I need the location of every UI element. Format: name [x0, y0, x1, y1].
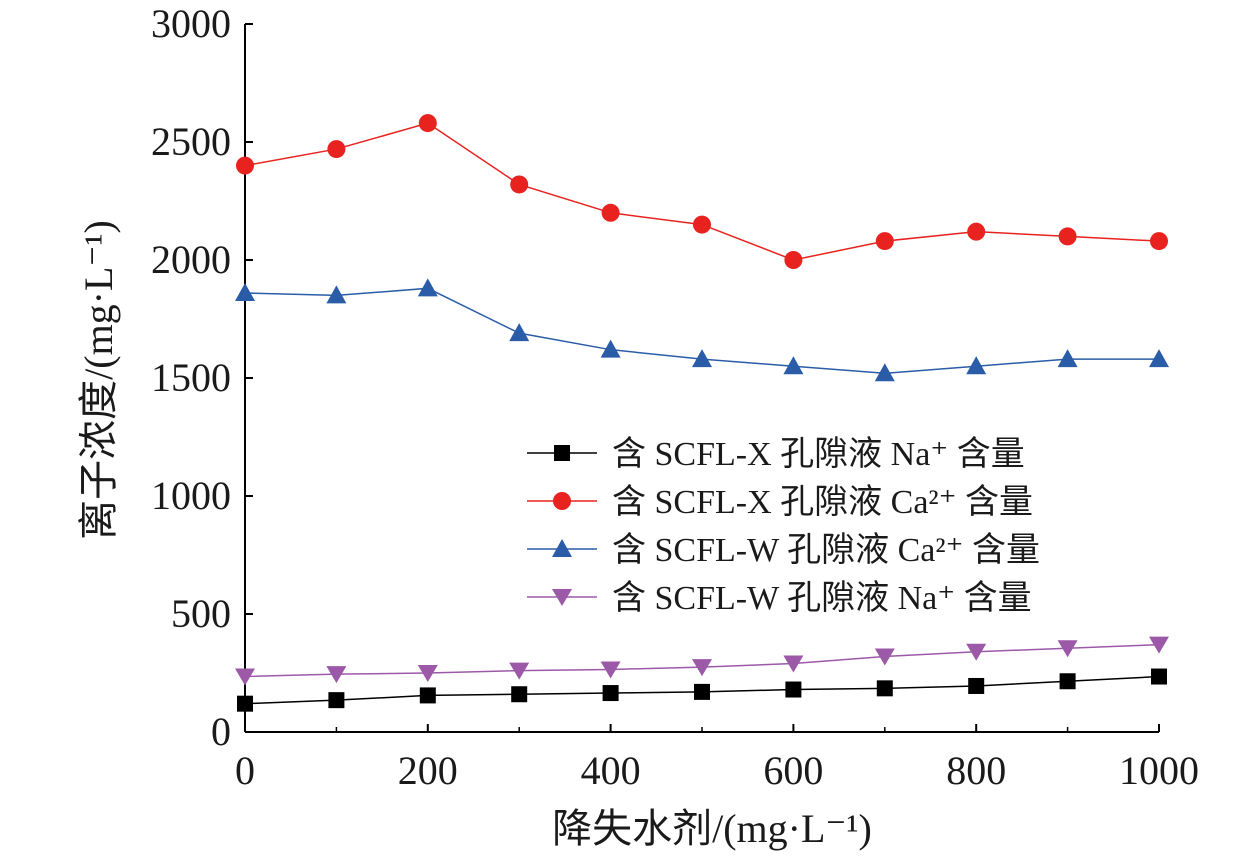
data-point [1151, 668, 1167, 685]
data-point [601, 203, 620, 222]
legend-label: 含 SCFL-W 孔隙液 Na⁺ 含量 [612, 579, 1032, 617]
legend-marker [552, 539, 572, 557]
data-point [876, 680, 893, 697]
data-point [326, 285, 347, 304]
y-tick-label: 500 [171, 591, 231, 636]
data-point [1059, 673, 1076, 690]
legend-marker [553, 492, 571, 510]
data-point [694, 683, 710, 700]
x-tick-label: 800 [946, 748, 1006, 793]
legend-marker [554, 445, 570, 461]
data-point [417, 278, 438, 297]
data-point [1057, 349, 1078, 368]
data-point [1057, 640, 1078, 658]
x-tick-label: 600 [763, 748, 823, 793]
data-point [235, 283, 255, 302]
data-point [968, 677, 985, 694]
data-point [875, 232, 894, 251]
data-point [692, 659, 712, 677]
y-tick-label: 1500 [151, 355, 231, 400]
data-point [511, 686, 528, 703]
data-point [510, 175, 529, 194]
data-point [600, 339, 621, 358]
data-point [785, 681, 802, 698]
data-point [509, 662, 530, 680]
data-point [692, 349, 712, 368]
data-point [784, 251, 803, 269]
data-point [418, 114, 437, 133]
data-point [326, 666, 347, 684]
data-point [966, 643, 987, 661]
data-point [509, 323, 530, 342]
data-point [417, 665, 438, 682]
legend-label: 含 SCFL-X 孔隙液 Na⁺ 含量 [612, 435, 1025, 473]
data-point [236, 156, 254, 175]
data-point [967, 222, 986, 241]
data-point [1150, 232, 1168, 251]
data-point [874, 363, 895, 382]
data-point [693, 215, 711, 234]
data-point [419, 687, 436, 704]
data-point [235, 668, 255, 686]
y-axis-label: 离子浓度/(mg·L⁻¹) [76, 220, 121, 540]
y-tick-label: 2000 [151, 237, 231, 282]
legend-marker [552, 589, 572, 606]
data-point [1058, 227, 1077, 246]
data-point [600, 661, 621, 679]
x-tick-label: 0 [235, 748, 255, 793]
data-point [874, 648, 895, 666]
data-point [1149, 349, 1169, 368]
x-tick-label: 200 [398, 748, 458, 793]
x-axis-label: 降失水剂/(mg·L⁻¹) [552, 806, 872, 851]
x-tick-label: 400 [581, 748, 641, 793]
data-point [783, 356, 804, 375]
data-point [327, 140, 346, 159]
x-tick-label: 1000 [1119, 748, 1199, 793]
data-point [966, 356, 987, 375]
y-tick-label: 0 [211, 709, 231, 754]
data-point [783, 655, 804, 673]
data-point [602, 685, 619, 702]
legend-label: 含 SCFL-W 孔隙液 Ca²⁺ 含量 [612, 531, 1040, 569]
series-line [244, 122, 1160, 261]
y-tick-label: 1000 [151, 473, 231, 518]
data-point [328, 692, 345, 709]
y-tick-label: 2500 [151, 119, 231, 164]
data-point [1149, 636, 1169, 654]
y-tick-label: 3000 [151, 1, 231, 46]
legend-label: 含 SCFL-X 孔隙液 Ca²⁺ 含量 [612, 483, 1033, 521]
data-point [237, 695, 253, 712]
